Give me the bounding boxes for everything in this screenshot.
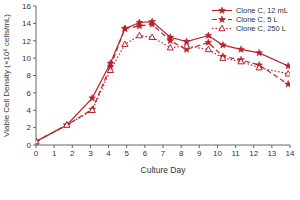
svg-text:1: 1 bbox=[52, 149, 57, 158]
svg-text:2: 2 bbox=[70, 149, 75, 158]
svg-text:14: 14 bbox=[286, 149, 292, 158]
svg-text:Culture Day: Culture Day bbox=[141, 165, 187, 175]
svg-text:7: 7 bbox=[161, 149, 166, 158]
svg-text:3: 3 bbox=[88, 149, 93, 158]
html-text:Clone C, 5 L: Clone C, 5 L bbox=[235, 15, 278, 24]
svg-text:16: 16 bbox=[22, 2, 31, 11]
svg-text:10: 10 bbox=[213, 149, 222, 158]
svg-text:9: 9 bbox=[197, 149, 202, 158]
svg-text:0: 0 bbox=[34, 149, 39, 158]
svg-text:10: 10 bbox=[22, 54, 31, 63]
svg-text:4: 4 bbox=[106, 149, 111, 158]
svg-text:8: 8 bbox=[27, 71, 32, 80]
svg-text:2: 2 bbox=[27, 123, 32, 132]
svg-text:0: 0 bbox=[27, 141, 32, 150]
svg-text:14: 14 bbox=[22, 19, 31, 28]
html-text:Clone C, 12 mL: Clone C, 12 mL bbox=[235, 6, 288, 15]
svg-text:6: 6 bbox=[143, 149, 148, 158]
svg-text:4: 4 bbox=[27, 106, 32, 115]
svg-text:5: 5 bbox=[124, 149, 129, 158]
svg-text:6: 6 bbox=[27, 89, 32, 98]
svg-text:8: 8 bbox=[179, 149, 184, 158]
html-text:Clone C, 250 L: Clone C, 250 L bbox=[235, 24, 286, 33]
svg-text:13: 13 bbox=[267, 149, 276, 158]
svg-text:Viable Cell Density (×10⁶ cell: Viable Cell Density (×10⁶ cells/mL) bbox=[8, 14, 11, 137]
svg-text:12: 12 bbox=[22, 37, 31, 46]
svg-text:12: 12 bbox=[249, 149, 258, 158]
svg-text:11: 11 bbox=[231, 149, 240, 158]
